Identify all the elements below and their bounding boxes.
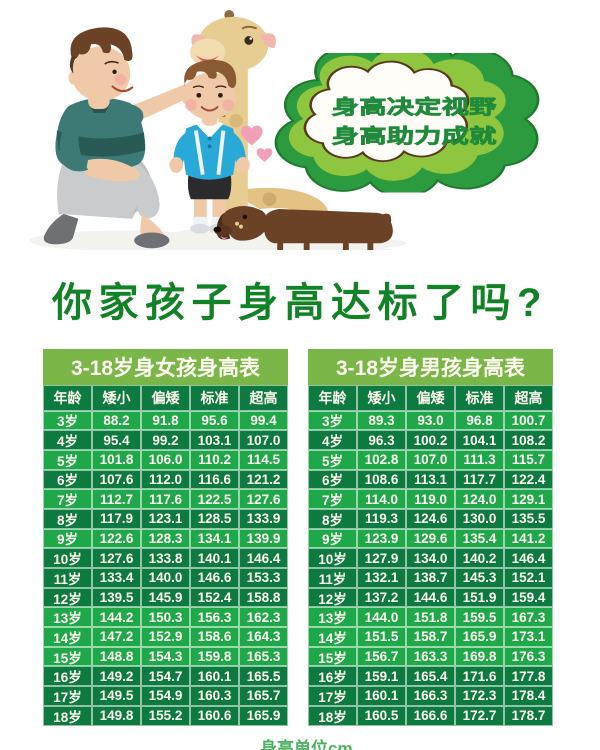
svg-text:身高决定视野: 身高决定视野 <box>332 95 497 118</box>
svg-text:身高助力成就: 身高助力成就 <box>332 124 497 147</box>
